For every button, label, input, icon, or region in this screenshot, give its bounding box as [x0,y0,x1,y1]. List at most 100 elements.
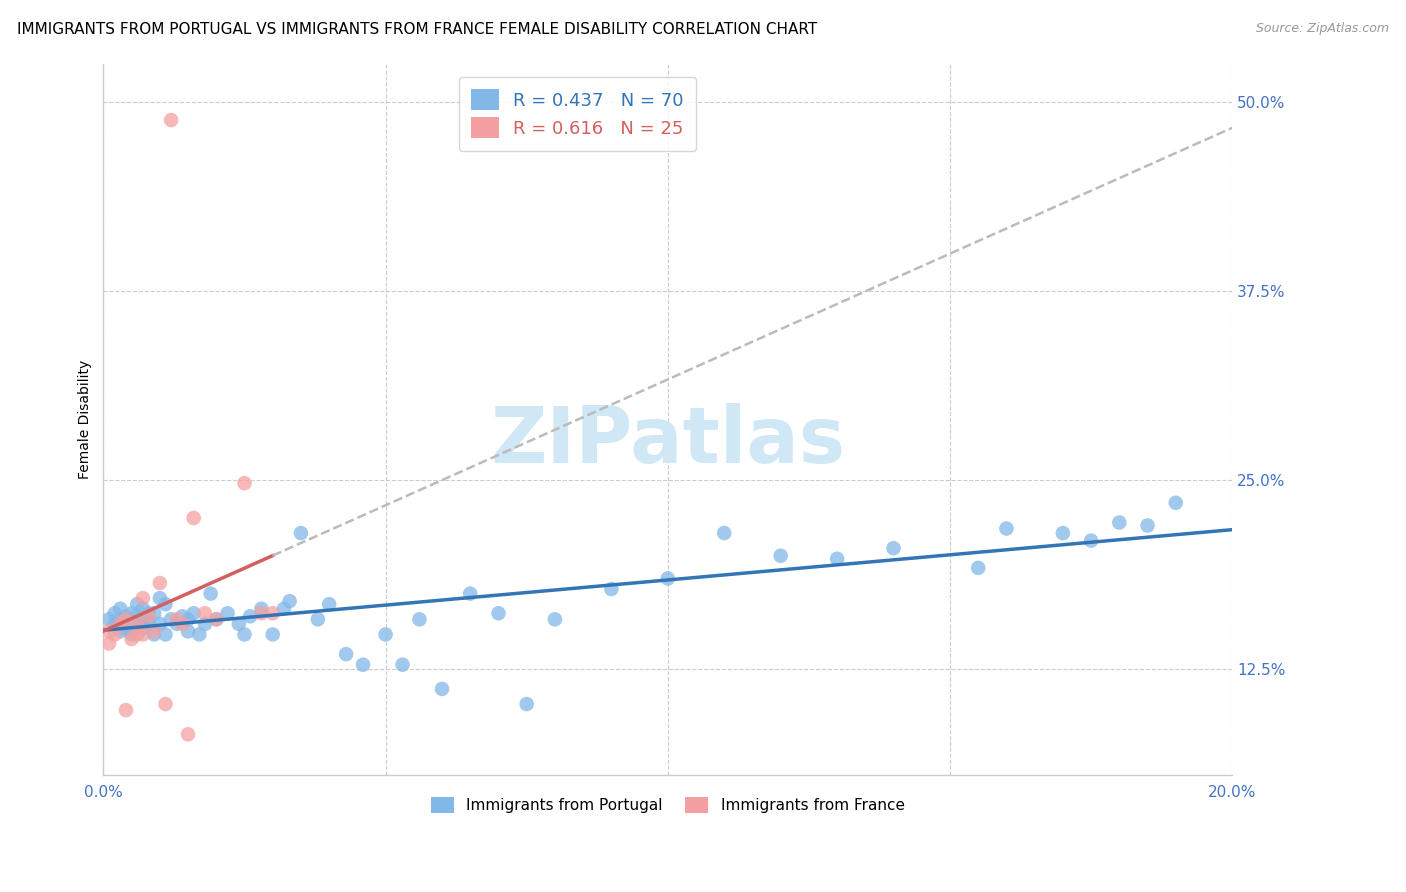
Point [138,607,160,621]
Point [160,612,183,626]
Point [98,612,121,626]
Point [883,541,905,556]
Point [177,727,200,741]
Point [290,526,312,541]
Point [143,627,166,641]
Point [104,616,127,631]
Point [352,657,374,672]
Point [544,612,567,626]
Point [995,522,1018,536]
Point [458,586,481,600]
Point [138,609,160,624]
Point [138,612,160,626]
Point [250,607,273,621]
Point [172,616,194,631]
Point [408,612,430,626]
Point [127,616,149,631]
Point [132,621,155,635]
Point [121,632,143,646]
Point [188,627,211,641]
Legend: Immigrants from Portugal, Immigrants from France: Immigrants from Portugal, Immigrants fro… [423,789,912,821]
Point [516,697,538,711]
Point [155,627,177,641]
Point [177,624,200,639]
Point [127,616,149,631]
Point [825,551,848,566]
Point [166,612,188,626]
Point [250,601,273,615]
Point [194,607,217,621]
Point [278,594,301,608]
Point [713,526,735,541]
Point [374,627,396,641]
Point [98,624,121,639]
Point [194,616,217,631]
Point [233,627,256,641]
Text: Source: ZipAtlas.com: Source: ZipAtlas.com [1256,22,1389,36]
Text: ZIPatlas: ZIPatlas [491,403,845,479]
Point [228,616,250,631]
Point [183,511,205,525]
Point [115,621,138,635]
Point [1164,496,1187,510]
Point [205,612,228,626]
Point [104,627,127,641]
Point [166,616,188,631]
Point [769,549,792,563]
Point [488,607,510,621]
Point [110,612,132,626]
Point [239,609,262,624]
Point [149,576,172,591]
Point [132,591,155,606]
Point [262,627,284,641]
Point [121,616,143,631]
Point [1080,533,1102,548]
Point [307,612,329,626]
Point [115,703,138,717]
Point [335,647,357,661]
Point [138,616,160,631]
Point [143,624,166,639]
Point [262,607,284,621]
Point [183,607,205,621]
Point [155,697,177,711]
Point [205,612,228,626]
Point [967,561,990,575]
Point [160,113,183,128]
Point [127,627,149,641]
Point [127,597,149,611]
Point [1136,518,1159,533]
Point [430,681,453,696]
Point [115,612,138,626]
Point [121,607,143,621]
Point [149,591,172,606]
Point [318,597,340,611]
Point [177,612,200,626]
Y-axis label: Female Disability: Female Disability [79,360,93,479]
Point [121,627,143,641]
Point [110,601,132,615]
Point [132,612,155,626]
Text: IMMIGRANTS FROM PORTUGAL VS IMMIGRANTS FROM FRANCE FEMALE DISABILITY CORRELATION: IMMIGRANTS FROM PORTUGAL VS IMMIGRANTS F… [17,22,817,37]
Point [104,607,127,621]
Point [110,624,132,639]
Point [98,636,121,650]
Point [132,627,155,641]
Point [1108,516,1130,530]
Point [1052,526,1074,541]
Point [233,476,256,491]
Point [172,609,194,624]
Point [391,657,413,672]
Point [273,601,295,615]
Point [115,609,138,624]
Point [127,609,149,624]
Point [110,616,132,631]
Point [155,597,177,611]
Point [200,586,222,600]
Point [143,607,166,621]
Point [217,607,239,621]
Point [600,582,623,596]
Point [149,616,172,631]
Point [657,572,679,586]
Point [132,601,155,615]
